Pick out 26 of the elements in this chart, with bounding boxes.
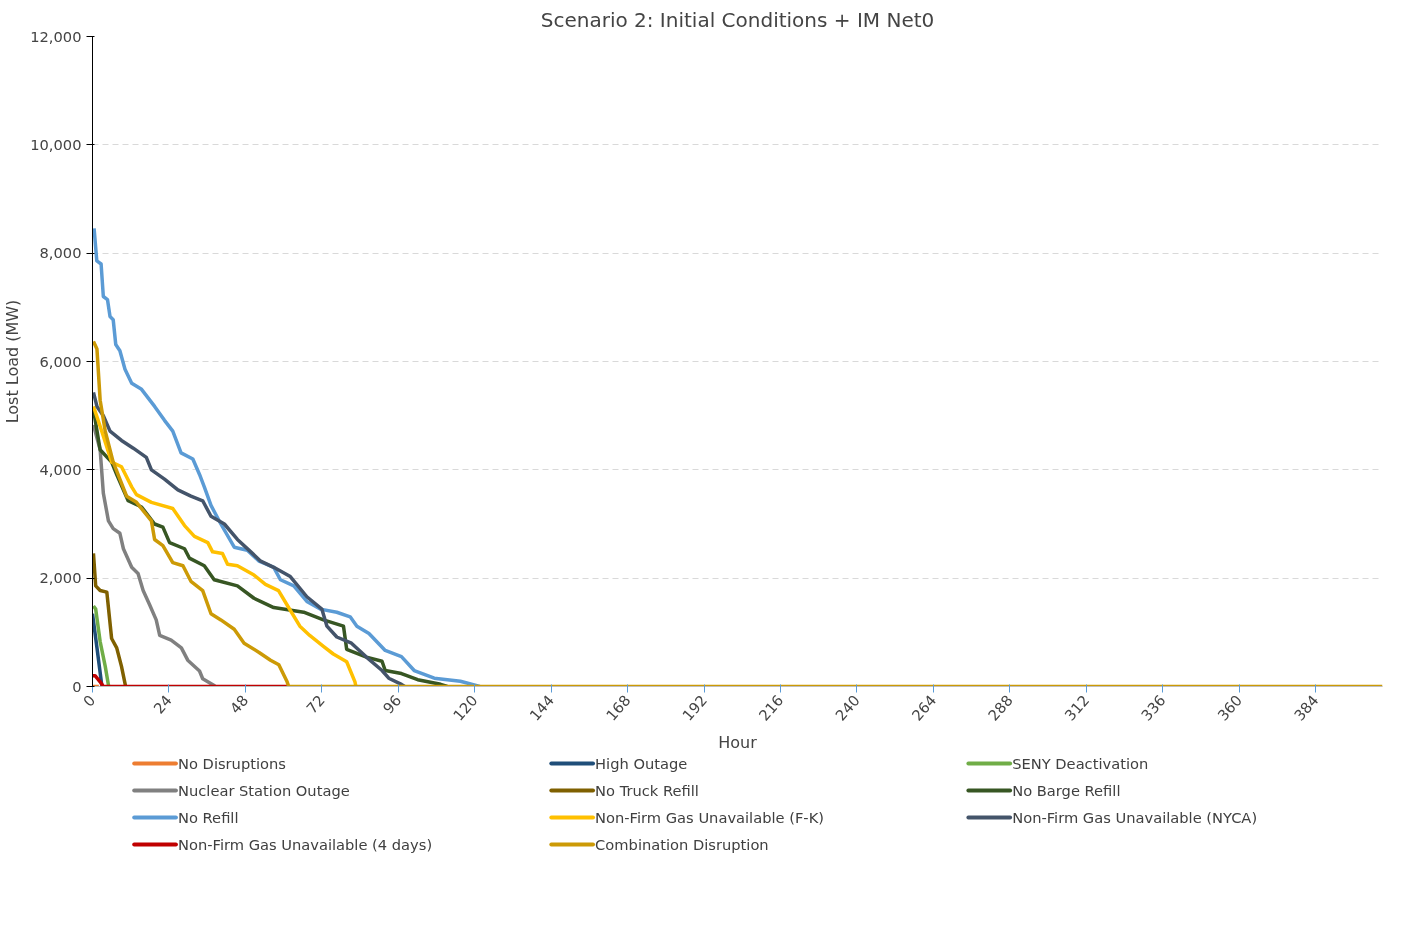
legend-label: No Barge Refill: [1012, 782, 1121, 800]
legend-label: High Outage: [595, 755, 688, 773]
legend-label: Non-Firm Gas Unavailable (4 days): [178, 836, 433, 854]
chart-title: Scenario 2: Initial Conditions + IM Net0: [540, 7, 935, 32]
y-tick-label: 4,000: [39, 460, 82, 478]
legend-label: No Truck Refill: [595, 782, 699, 800]
x-tick-label: 0: [79, 691, 99, 710]
x-tick-label: 48: [226, 691, 252, 717]
legend-label: No Disruptions: [178, 755, 286, 773]
x-axis-title: Hour: [718, 733, 758, 753]
legend-label: Non-Firm Gas Unavailable (F-K): [595, 809, 824, 827]
legend-label: Non-Firm Gas Unavailable (NYCA): [1012, 809, 1258, 827]
legend-label: Combination Disruption: [595, 836, 769, 854]
y-axis-title: Lost Load (MW): [3, 299, 23, 424]
y-tick-label: 8,000: [39, 244, 82, 262]
y-tick-label: 2,000: [39, 569, 82, 587]
y-tick-label: 6,000: [39, 352, 82, 370]
x-tick-label: 24: [149, 691, 175, 717]
legend-label: Nuclear Station Outage: [178, 782, 350, 800]
y-tick-label: 10,000: [30, 135, 82, 153]
x-tick-label: 72: [302, 691, 328, 717]
y-tick-label: 0: [72, 677, 82, 695]
legend-label: SENY Deactivation: [1012, 755, 1149, 773]
legend-label: No Refill: [178, 809, 239, 827]
y-tick-label: 12,000: [30, 27, 82, 45]
x-tick-label: 96: [379, 691, 405, 717]
